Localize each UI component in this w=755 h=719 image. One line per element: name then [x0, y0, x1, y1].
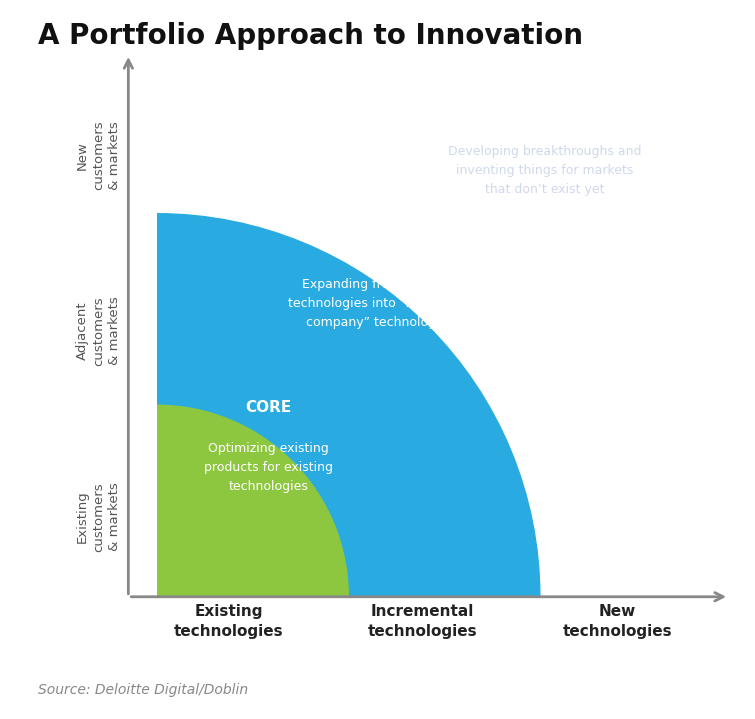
Text: Source: Deloitte Digital/Doblin: Source: Deloitte Digital/Doblin [38, 684, 248, 697]
Text: Incremental
technologies: Incremental technologies [368, 604, 478, 638]
Text: Existing
customers
& markets: Existing customers & markets [76, 482, 121, 551]
Circle shape [0, 406, 348, 719]
Text: Adjacent
customers
& markets: Adjacent customers & markets [76, 296, 121, 365]
Text: ADJACENT: ADJACENT [337, 235, 424, 250]
Text: CORE: CORE [245, 400, 291, 415]
Text: A Portfolio Approach to Innovation: A Portfolio Approach to Innovation [38, 22, 583, 50]
Text: Developing breakthroughs and
inventing things for markets
that don’t exist yet: Developing breakthroughs and inventing t… [448, 145, 642, 196]
Text: TRANSFORMATIONAL: TRANSFORMATIONAL [455, 102, 636, 117]
Text: New
technologies: New technologies [562, 604, 672, 638]
Text: Expanding from  existing
technologies into “new to the
company” technologies: Expanding from existing technologies int… [288, 278, 473, 329]
Text: Optimizing existing
products for existing
technologies: Optimizing existing products for existin… [204, 442, 333, 493]
Text: New
customers
& markets: New customers & markets [76, 120, 121, 190]
Text: Existing
technologies: Existing technologies [174, 604, 283, 638]
Circle shape [0, 214, 540, 719]
